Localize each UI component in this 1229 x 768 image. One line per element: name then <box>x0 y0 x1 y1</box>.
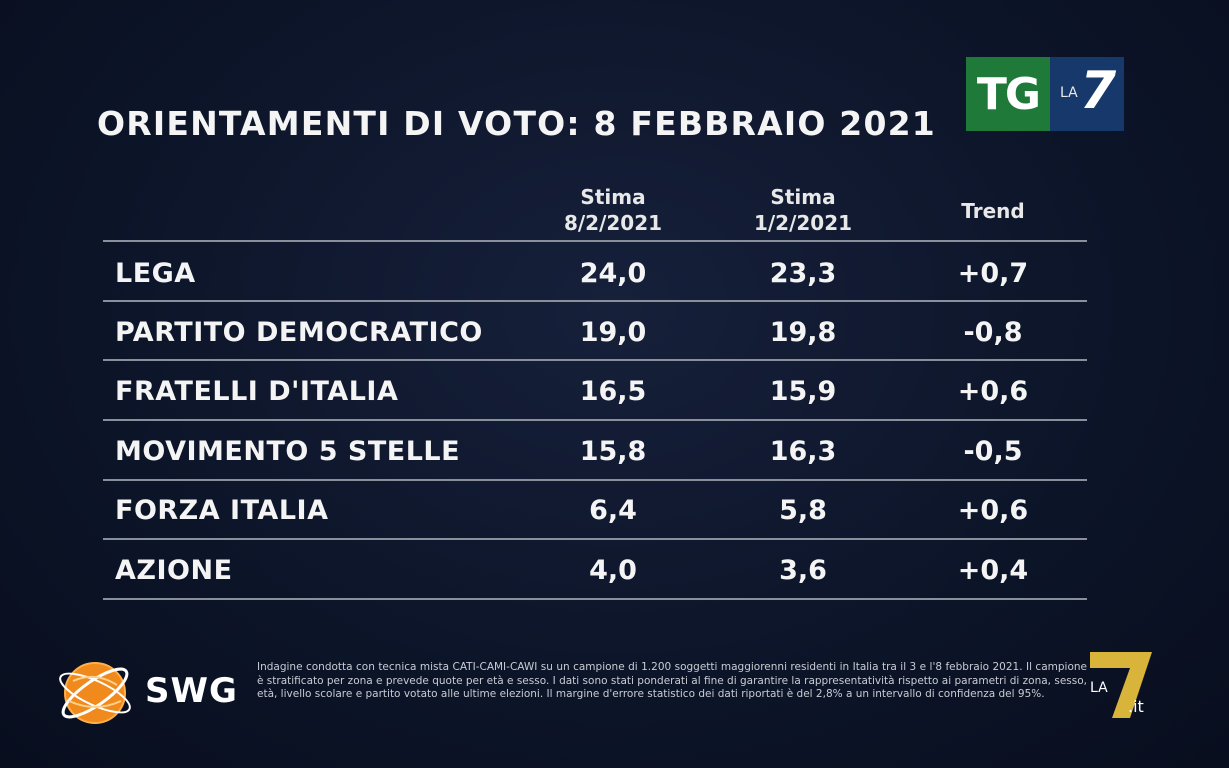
row-value-current: 4,0 <box>589 555 637 586</box>
column-header-line1: Stima <box>770 185 836 209</box>
row-value-current: 6,4 <box>589 495 637 526</box>
column-header-line2: 8/2/2021 <box>563 211 663 235</box>
swg-globe-icon <box>59 662 131 724</box>
row-party-label: AZIONE <box>115 555 233 586</box>
row-party-label: PARTITO DEMOCRATICO <box>115 317 483 348</box>
methodology-footnote: Indagine condotta con tecnica mista CATI… <box>257 661 1087 700</box>
table-divider <box>103 419 1087 421</box>
row-party-label: FRATELLI D'ITALIA <box>115 376 399 407</box>
la7it-la-text: LA <box>1090 680 1108 696</box>
la-logo-text: LA <box>1060 85 1078 101</box>
row-value-previous: 16,3 <box>769 436 837 467</box>
swg-logo-text: SWG <box>145 671 238 711</box>
row-value-current: 19,0 <box>579 317 647 348</box>
row-value-trend: -0,5 <box>963 436 1023 467</box>
table-divider <box>103 240 1087 242</box>
row-value-previous: 15,9 <box>769 376 837 407</box>
row-value-current: 15,8 <box>579 436 647 467</box>
la7it-it-text: .it <box>1128 697 1144 716</box>
column-header-stima-1-2: Stima 1/2/2021 <box>743 184 863 236</box>
table-divider <box>103 598 1087 600</box>
tg-la7-logo: TG LA 7 <box>966 57 1124 131</box>
row-value-trend: +0,6 <box>957 495 1029 526</box>
column-header-trend: Trend <box>933 198 1053 224</box>
column-header-stima-8-2: Stima 8/2/2021 <box>553 184 673 236</box>
page-title: ORIENTAMENTI DI VOTO: 8 FEBBRAIO 2021 <box>97 104 936 143</box>
la7-logo-mark: LA 7 <box>1050 57 1124 131</box>
table-divider <box>103 359 1087 361</box>
row-value-previous: 23,3 <box>769 258 837 289</box>
row-value-current: 24,0 <box>579 258 647 289</box>
row-value-previous: 19,8 <box>769 317 837 348</box>
swg-logo: SWG <box>55 651 245 733</box>
column-header-line1: Stima <box>580 185 646 209</box>
column-header-line2: 1/2/2021 <box>753 211 853 235</box>
seven-logo-text: 7 <box>1080 61 1117 121</box>
tg-logo-text: TG <box>966 57 1050 131</box>
row-party-label: FORZA ITALIA <box>115 495 329 526</box>
row-party-label: LEGA <box>115 258 196 289</box>
row-value-current: 16,5 <box>579 376 647 407</box>
row-value-trend: +0,7 <box>957 258 1029 289</box>
column-header-line1: Trend <box>961 199 1025 223</box>
row-party-label: MOVIMENTO 5 STELLE <box>115 436 461 467</box>
row-value-trend: +0,6 <box>957 376 1029 407</box>
table-divider <box>103 479 1087 481</box>
table-divider <box>103 300 1087 302</box>
row-value-trend: +0,4 <box>957 555 1029 586</box>
row-value-previous: 5,8 <box>779 495 827 526</box>
row-value-previous: 3,6 <box>779 555 827 586</box>
table-divider <box>103 538 1087 540</box>
row-value-trend: -0,8 <box>963 317 1023 348</box>
la7-it-logo: LA .it <box>1090 652 1152 718</box>
